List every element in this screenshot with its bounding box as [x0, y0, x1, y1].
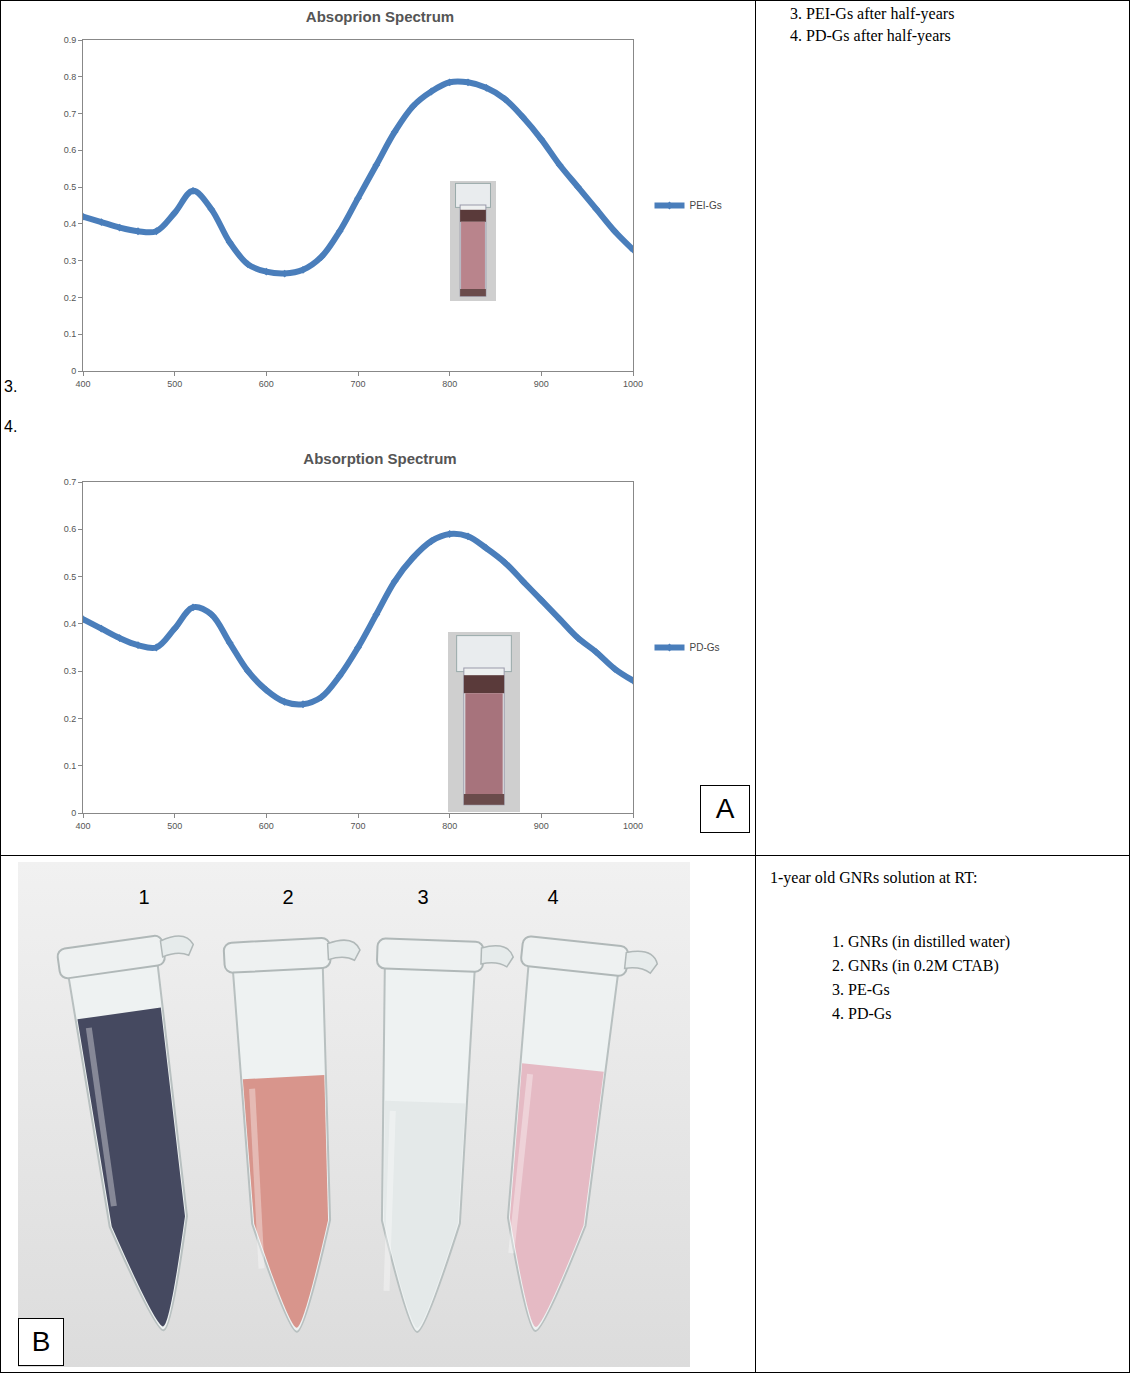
- html-text:3. PE-Gs: 3. PE-Gs: [832, 981, 890, 998]
- svg-text:1000: 1000: [623, 379, 643, 389]
- html-text:3.: 3.: [4, 378, 18, 395]
- svg-text:0.8: 0.8: [64, 72, 77, 82]
- svg-text:800: 800: [442, 379, 457, 389]
- svg-text:0.3: 0.3: [64, 666, 77, 676]
- svg-text:0.2: 0.2: [64, 714, 77, 724]
- svg-text:0.9: 0.9: [64, 35, 77, 45]
- html-text:4. PD-Gs after half-years: 4. PD-Gs after half-years: [790, 27, 951, 44]
- svg-text:900: 900: [534, 379, 549, 389]
- html-text:1-year old GNRs solution at RT: 1-year old GNRs solution at RT:: [770, 869, 978, 886]
- svg-text:Absorption Spectrum: Absorption Spectrum: [303, 450, 456, 467]
- svg-text:PD-Gs: PD-Gs: [690, 642, 720, 653]
- svg-text:0.1: 0.1: [64, 761, 77, 771]
- svg-text:500: 500: [167, 821, 182, 831]
- svg-text:1: 1: [138, 886, 149, 908]
- svg-text:0: 0: [71, 366, 76, 376]
- html-text:2. GNRs (in 0.2M CTAB): 2. GNRs (in 0.2M CTAB): [832, 957, 999, 974]
- html-text:4. PD-Gs: 4. PD-Gs: [832, 1005, 892, 1022]
- html-text:1. GNRs (in distilled water): 1. GNRs (in distilled water): [832, 933, 1011, 950]
- svg-text:0: 0: [71, 808, 76, 818]
- svg-text:0.3: 0.3: [64, 256, 77, 266]
- svg-text:600: 600: [259, 379, 274, 389]
- svg-text:500: 500: [167, 379, 182, 389]
- svg-text:0.7: 0.7: [64, 109, 77, 119]
- svg-text:0.4: 0.4: [64, 619, 77, 629]
- svg-text:0.4: 0.4: [64, 219, 77, 229]
- svg-text:600: 600: [259, 821, 274, 831]
- svg-text:700: 700: [350, 821, 365, 831]
- svg-text:1000: 1000: [623, 821, 643, 831]
- svg-text:2: 2: [282, 886, 293, 908]
- svg-text:Absoprion Spectrum: Absoprion Spectrum: [306, 8, 454, 25]
- svg-text:0.6: 0.6: [64, 524, 77, 534]
- svg-text:0.1: 0.1: [64, 329, 77, 339]
- html-text:B: B: [31, 1326, 51, 1357]
- svg-text:0.7: 0.7: [64, 477, 77, 487]
- svg-text:3: 3: [417, 886, 428, 908]
- svg-text:400: 400: [75, 821, 90, 831]
- html-text:A: A: [715, 793, 735, 824]
- svg-text:400: 400: [75, 379, 90, 389]
- svg-text:0.2: 0.2: [64, 293, 77, 303]
- svg-text:900: 900: [534, 821, 549, 831]
- svg-text:0.6: 0.6: [64, 145, 77, 155]
- svg-text:700: 700: [350, 379, 365, 389]
- svg-text:4: 4: [547, 886, 558, 908]
- svg-text:800: 800: [442, 821, 457, 831]
- html-text:3. PEI-Gs after half-years: 3. PEI-Gs after half-years: [790, 5, 955, 22]
- svg-text:PEI-Gs: PEI-Gs: [690, 200, 722, 211]
- svg-text:0.5: 0.5: [64, 572, 77, 582]
- html-text:4.: 4.: [4, 418, 18, 435]
- svg-text:0.5: 0.5: [64, 182, 77, 192]
